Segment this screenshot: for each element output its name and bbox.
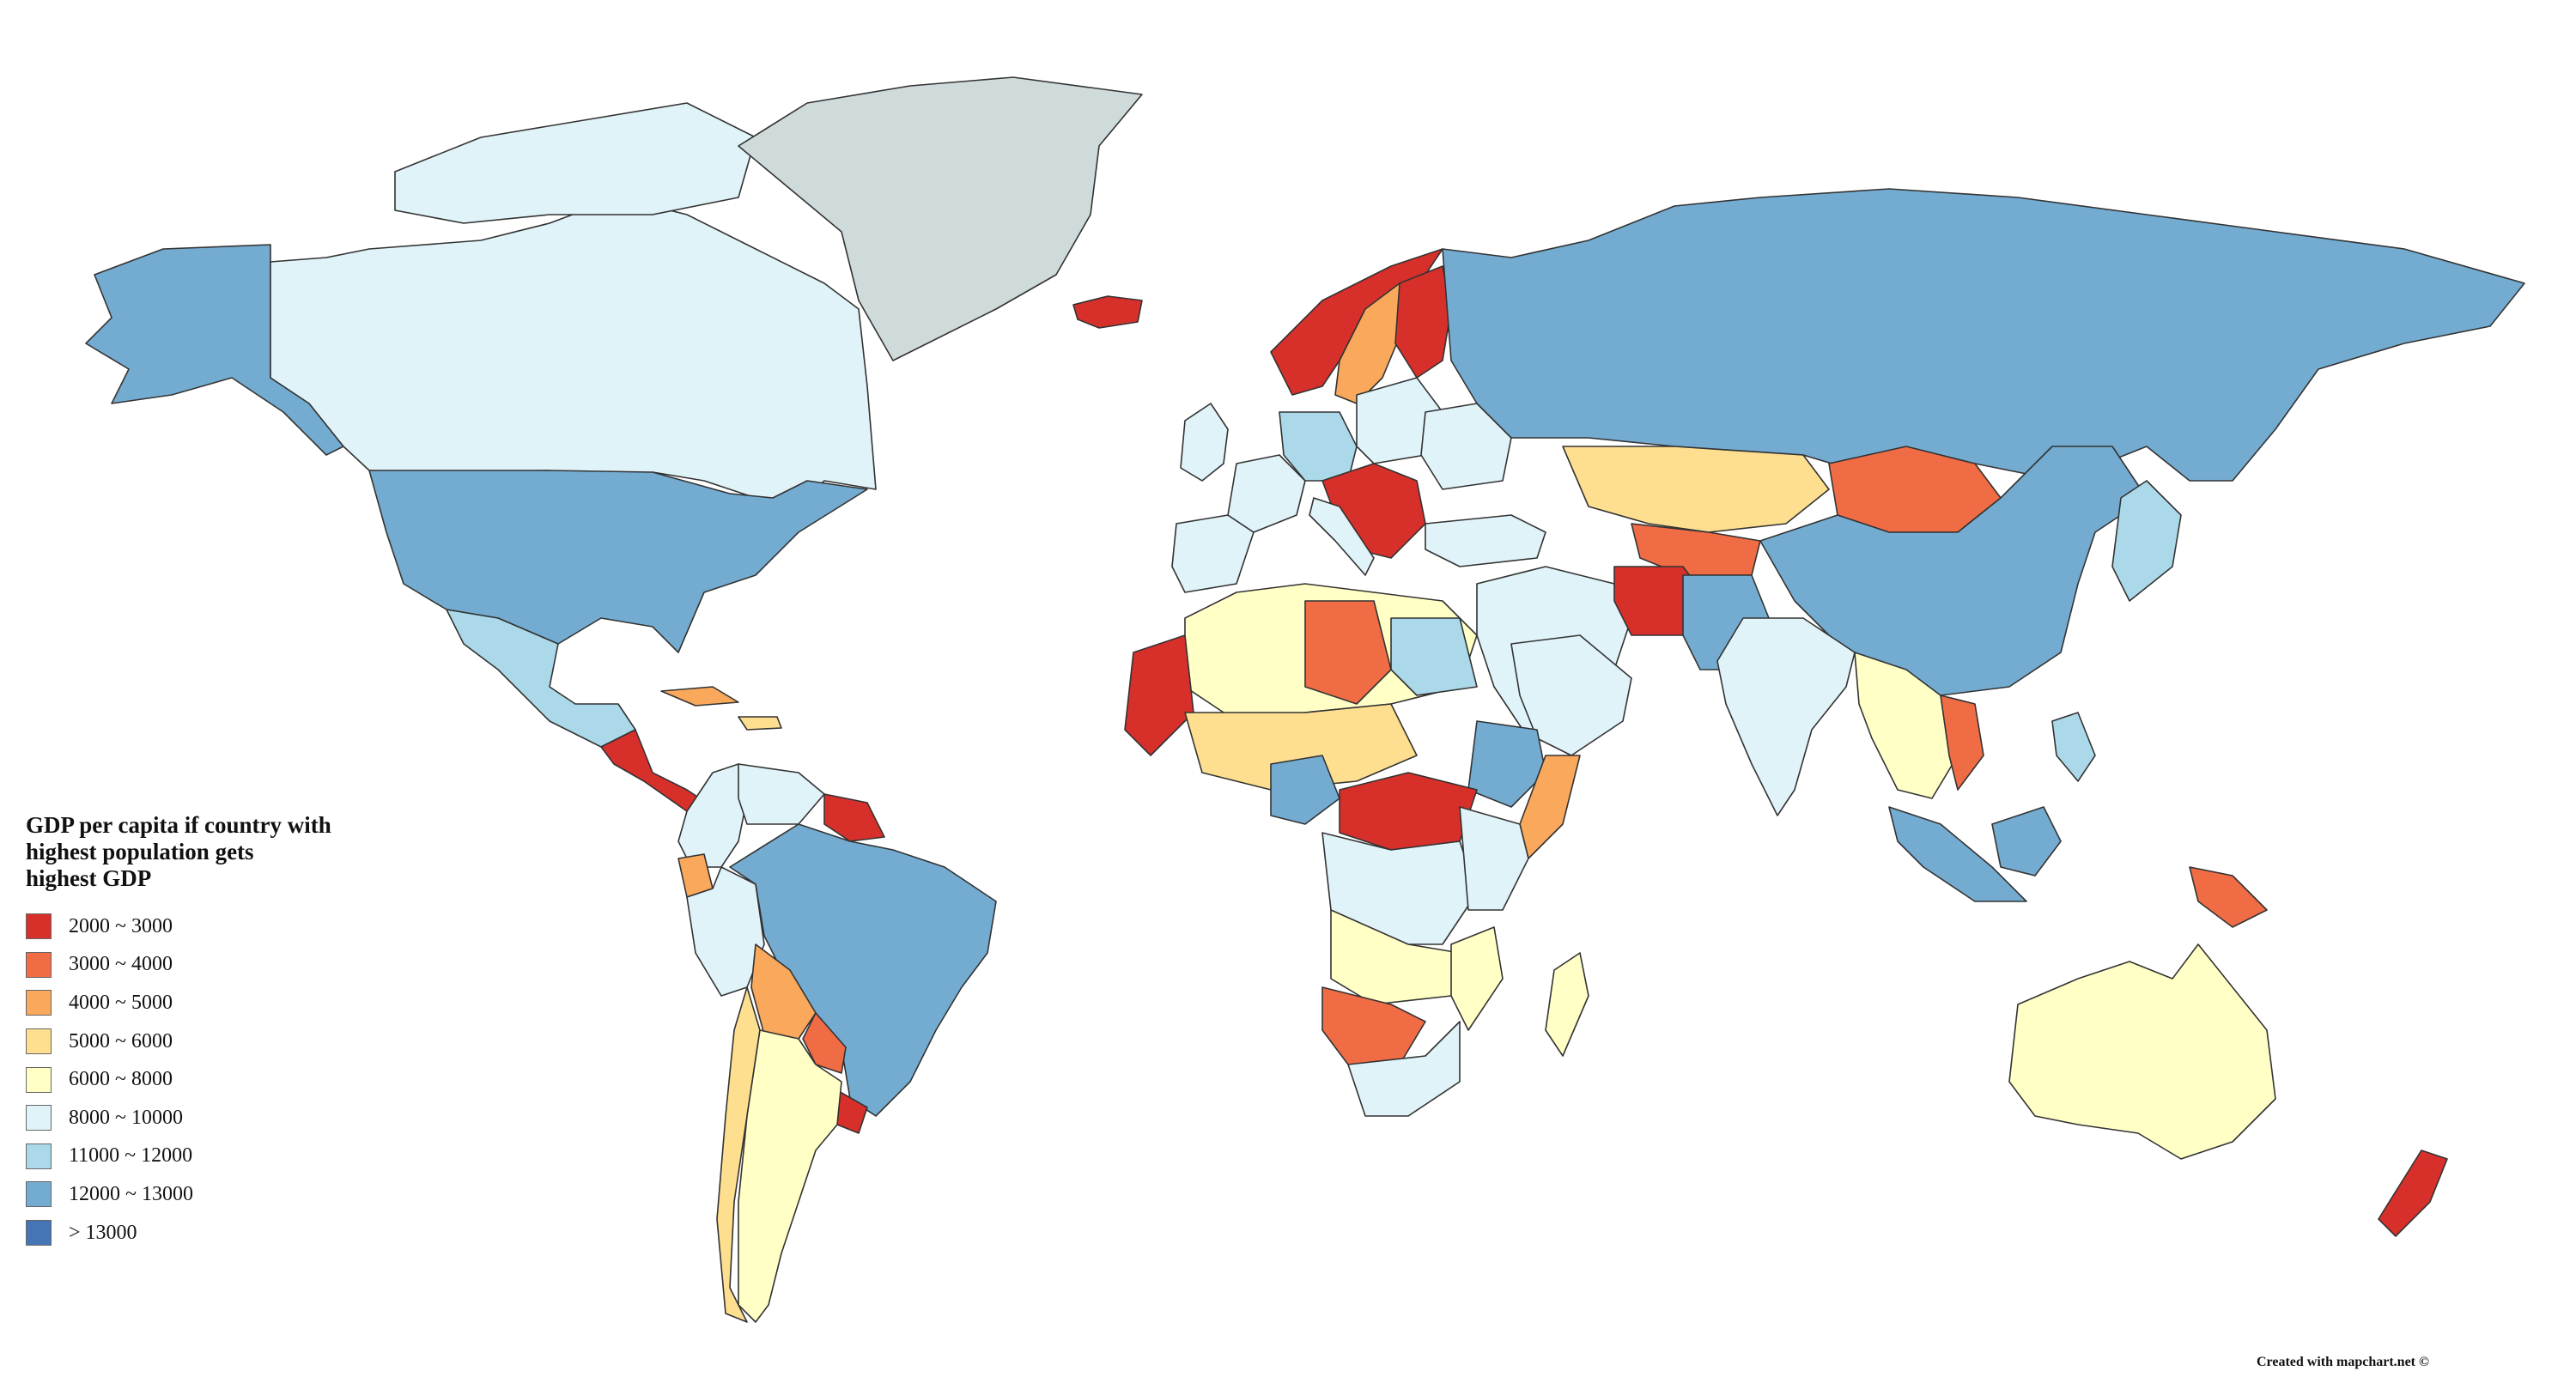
region-sahel [1184, 703, 1418, 791]
region-libya [1304, 600, 1392, 705]
legend-swatch [26, 951, 52, 978]
region-southern-africa [1347, 1021, 1461, 1117]
region-indonesia-west [1888, 806, 2027, 902]
region-vietnam [1940, 695, 1984, 791]
legend-label: > 13000 [69, 1221, 137, 1244]
region-papua-new-guinea [2189, 866, 2268, 928]
legend-item: 2000 ~ 3000 [26, 907, 404, 946]
region-philippines [2051, 712, 2096, 782]
region-guianas [823, 793, 885, 842]
region-ethiopia-east [1467, 720, 1546, 808]
region-paraguay [802, 1012, 847, 1074]
region-southeast-asia [1854, 652, 1959, 799]
region-mozambique [1450, 926, 1504, 1031]
legend-item: > 13000 [26, 1214, 404, 1253]
region-east-africa [1459, 806, 1529, 911]
region-borneo [1991, 806, 2062, 877]
region-iberia [1171, 514, 1255, 593]
region-western-sahara-mauritania [1124, 634, 1194, 756]
legend-title-line-1: GDP per capita if country with [26, 812, 331, 838]
legend-label: 6000 ~ 8000 [69, 1068, 173, 1091]
legend-swatch [26, 1220, 52, 1247]
legend-item: 11000 ~ 12000 [26, 1137, 404, 1176]
legend-label: 3000 ~ 4000 [69, 953, 173, 976]
region-india [1716, 617, 1856, 816]
region-uk-ireland [1180, 403, 1229, 482]
legend-title: GDP per capita if country with highest p… [26, 812, 404, 892]
region-mexico [446, 609, 636, 748]
legend-title-line-3: highest GDP [26, 865, 152, 891]
legend-swatch [26, 1028, 52, 1055]
legend-label: 12000 ~ 13000 [69, 1182, 193, 1205]
legend-swatch [26, 1181, 52, 1208]
region-greenland [738, 76, 1143, 361]
legend-item: 3000 ~ 4000 [26, 946, 404, 985]
legend-label: 4000 ~ 5000 [69, 991, 173, 1014]
region-italy [1309, 497, 1375, 576]
region-korea-japan [2111, 480, 2182, 602]
region-venezuela [738, 763, 825, 825]
legend-swatch [26, 1143, 52, 1169]
region-russia [1442, 188, 2525, 482]
legend-item: 12000 ~ 13000 [26, 1175, 404, 1214]
region-france [1227, 454, 1306, 533]
region-new-zealand [2378, 1150, 2448, 1237]
region-usa [368, 470, 868, 653]
region-argentina [738, 1029, 842, 1323]
legend-item: 6000 ~ 8000 [26, 1060, 404, 1099]
legend-label: 2000 ~ 3000 [69, 914, 173, 937]
region-canada-arctic-islands [394, 102, 756, 224]
legend: GDP per capita if country with highest p… [26, 812, 404, 1252]
region-finland [1394, 265, 1452, 379]
legend-items: 2000 ~ 3000 3000 ~ 4000 4000 ~ 5000 5000… [26, 907, 404, 1252]
legend-label: 5000 ~ 6000 [69, 1029, 173, 1052]
region-arabia [1510, 634, 1632, 756]
region-hispaniola [738, 716, 782, 731]
region-turkey [1425, 514, 1546, 567]
region-horn-somalia [1519, 755, 1581, 859]
region-central-africa [1339, 772, 1478, 851]
legend-swatch [26, 990, 52, 1016]
region-madagascar [1545, 952, 1589, 1057]
legend-swatch [26, 1066, 52, 1093]
legend-title-line-2: highest population gets [26, 839, 254, 864]
region-colombia [677, 763, 748, 868]
credit-text: Created with mapchart.net © [2257, 1355, 2429, 1369]
region-nigeria [1270, 755, 1340, 825]
region-sweden [1334, 282, 1405, 404]
region-cuba [660, 686, 739, 707]
legend-item: 4000 ~ 5000 [26, 984, 404, 1022]
legend-label: 11000 ~ 12000 [69, 1144, 193, 1168]
legend-label: 8000 ~ 10000 [69, 1106, 183, 1129]
legend-swatch [26, 913, 52, 940]
legend-swatch [26, 1105, 52, 1131]
region-peru [686, 866, 765, 997]
region-egypt [1390, 617, 1478, 696]
region-canada [270, 197, 877, 516]
region-kazakhstan [1562, 446, 1830, 533]
legend-item: 8000 ~ 10000 [26, 1099, 404, 1137]
legend-item: 5000 ~ 6000 [26, 1022, 404, 1061]
region-iceland [1072, 295, 1143, 329]
region-australia [2008, 943, 2276, 1160]
